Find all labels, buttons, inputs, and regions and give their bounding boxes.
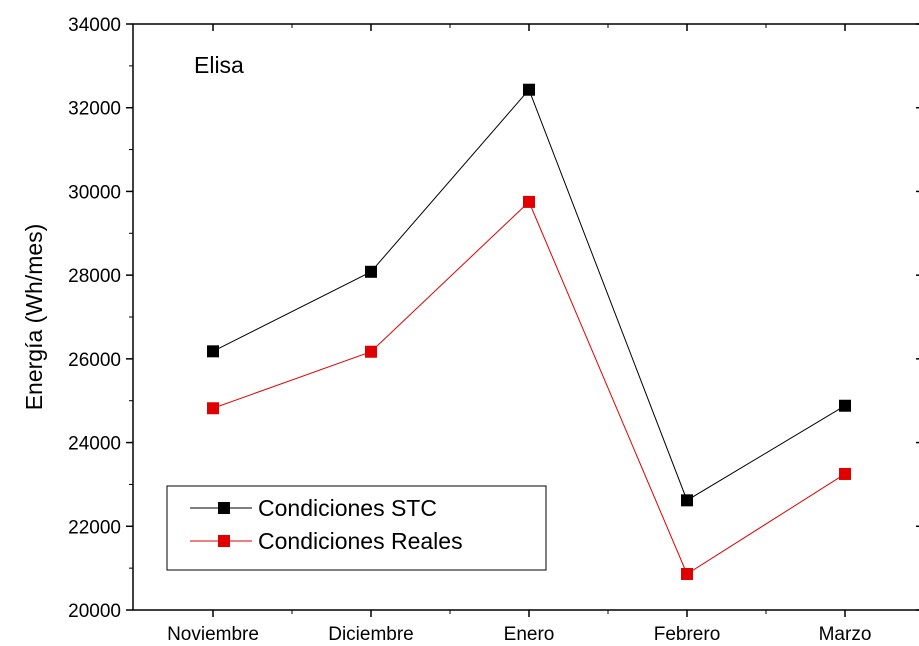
legend-label: Condiciones STC bbox=[258, 495, 437, 521]
y-tick-label: 20000 bbox=[68, 601, 121, 622]
y-tick-label: 32000 bbox=[68, 99, 121, 120]
data-point bbox=[681, 568, 693, 581]
y-tick-label: 28000 bbox=[68, 266, 121, 287]
x-axis: Noviembre Diciembre Enero Febrero Marzo bbox=[167, 24, 871, 645]
series-line-0 bbox=[212, 88, 846, 502]
y-tick-label: 22000 bbox=[68, 517, 121, 538]
x-tick-label: Febrero bbox=[654, 624, 721, 645]
x-tick-label: Marzo bbox=[819, 624, 872, 645]
data-point bbox=[207, 345, 219, 358]
x-tick-label: Diciembre bbox=[328, 624, 414, 645]
x-tick-label: Noviembre bbox=[167, 624, 259, 645]
y-axis-label: Energía (Wh/mes) bbox=[21, 224, 47, 411]
legend-label: Condiciones Reales bbox=[258, 528, 463, 554]
series-markers bbox=[207, 83, 851, 581]
data-point bbox=[523, 83, 535, 96]
legend: Condiciones STC Condiciones Reales bbox=[166, 485, 547, 571]
data-point bbox=[681, 494, 693, 507]
chart-annotation: Elisa bbox=[194, 52, 244, 78]
data-point bbox=[207, 402, 219, 415]
data-point bbox=[839, 399, 851, 412]
y-tick-label: 34000 bbox=[68, 15, 121, 36]
y-tick-label: 30000 bbox=[68, 182, 121, 203]
data-point bbox=[365, 345, 377, 358]
y-axis: 20000 22000 24000 26000 28000 30000 32000 34000 bbox=[68, 15, 919, 622]
y-tick-label: 24000 bbox=[68, 434, 121, 455]
data-point bbox=[523, 195, 535, 208]
legend-marker bbox=[218, 535, 230, 547]
legend-marker bbox=[218, 502, 230, 514]
data-point bbox=[839, 467, 851, 480]
y-tick-label: 26000 bbox=[68, 350, 121, 371]
x-tick-label: Enero bbox=[504, 624, 555, 645]
legend-box bbox=[166, 485, 547, 571]
data-point bbox=[365, 265, 377, 278]
